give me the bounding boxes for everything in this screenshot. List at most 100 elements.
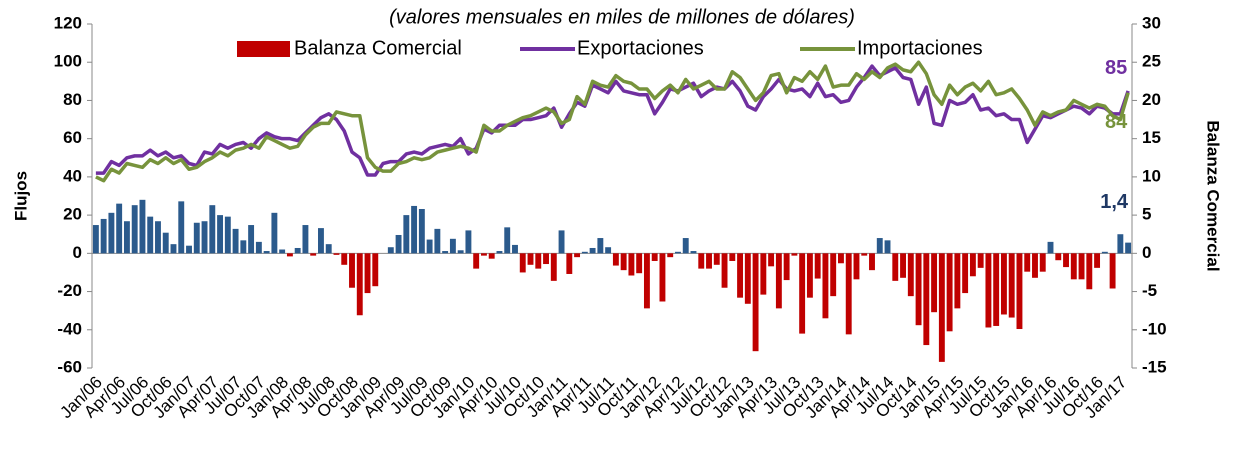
bar <box>1055 253 1062 261</box>
bar <box>186 245 192 254</box>
y-tick-label: 40 <box>63 166 82 185</box>
value-label: 84 <box>1105 111 1128 133</box>
bar <box>1117 234 1124 254</box>
bar <box>1008 253 1015 318</box>
bar <box>768 253 775 267</box>
bar <box>302 225 309 254</box>
bar <box>597 238 604 254</box>
bar <box>675 251 681 254</box>
bar <box>496 251 503 254</box>
bar <box>1063 253 1069 268</box>
bar <box>876 238 883 254</box>
bar <box>737 253 744 298</box>
bar <box>985 253 992 328</box>
y-tick-label: 80 <box>63 90 82 109</box>
bar <box>364 253 371 294</box>
bar <box>915 253 922 326</box>
bar <box>938 253 945 362</box>
y2-tick-label: 20 <box>1142 90 1161 109</box>
bar <box>729 253 736 261</box>
y-tick-label: -40 <box>57 319 82 338</box>
bar <box>403 215 410 254</box>
bar <box>946 253 953 332</box>
bar <box>473 253 480 269</box>
bar <box>480 253 487 256</box>
bar <box>512 244 518 254</box>
bar <box>589 247 596 254</box>
bar <box>449 238 456 254</box>
bar <box>457 250 464 254</box>
bar <box>636 253 643 274</box>
bar <box>209 205 216 254</box>
bar <box>814 253 821 279</box>
bar <box>806 253 813 298</box>
bar <box>838 253 844 264</box>
bar <box>566 253 573 274</box>
bar <box>550 253 557 281</box>
bar <box>162 232 169 254</box>
bar <box>178 201 185 254</box>
bar <box>271 212 278 254</box>
bar <box>822 253 829 319</box>
y-tick-label: 120 <box>54 13 82 32</box>
bar <box>1024 253 1031 272</box>
bar <box>147 216 154 254</box>
bar <box>690 251 697 254</box>
bar <box>123 221 130 254</box>
y-tick-label: -20 <box>57 281 82 300</box>
bar <box>1000 253 1007 315</box>
bar <box>411 205 418 254</box>
bar <box>900 253 906 278</box>
bar <box>193 222 200 254</box>
bar <box>931 253 938 313</box>
y2-tick-label: 15 <box>1142 128 1161 147</box>
bar <box>131 205 138 254</box>
bar <box>861 253 868 256</box>
bar <box>1125 242 1132 254</box>
legend-label: Importaciones <box>857 37 983 59</box>
bar <box>504 227 511 254</box>
bar <box>139 199 146 254</box>
bar <box>659 253 666 302</box>
bar <box>310 253 317 256</box>
bar <box>721 253 728 288</box>
line <box>95 60 1130 183</box>
bar <box>667 253 674 258</box>
bar <box>682 238 689 254</box>
bar <box>558 230 565 254</box>
legend-label: Exportaciones <box>577 37 704 59</box>
bar <box>923 253 930 346</box>
bar <box>954 253 961 309</box>
y-tick-label: 100 <box>54 52 82 71</box>
y2-axis-label: Balanza Comercial <box>1204 120 1223 271</box>
bar <box>977 253 984 268</box>
bar <box>628 253 635 276</box>
bar <box>581 251 588 254</box>
bar <box>100 218 107 254</box>
bar <box>155 221 161 254</box>
bar <box>263 251 270 254</box>
bar <box>791 253 798 256</box>
bar <box>418 208 425 254</box>
bar <box>1047 241 1054 254</box>
bar <box>527 253 534 265</box>
bar <box>799 253 806 334</box>
bar <box>255 241 262 254</box>
bar <box>1032 253 1038 278</box>
bar <box>643 253 650 309</box>
bar <box>333 253 340 255</box>
value-label: 1,4 <box>1100 191 1129 213</box>
legend-swatch <box>237 41 290 57</box>
bar <box>651 253 658 261</box>
bar <box>224 216 231 254</box>
bar <box>698 253 705 269</box>
bar <box>372 253 379 287</box>
y2-tick-label: -5 <box>1142 281 1157 300</box>
bar <box>116 203 123 254</box>
bar <box>535 253 542 269</box>
legend-label: Balanza Comercial <box>294 37 462 59</box>
y2-tick-label: 30 <box>1142 13 1161 32</box>
bar <box>92 225 99 254</box>
y-axis-label: Flujos <box>11 171 30 221</box>
bar <box>845 253 852 335</box>
